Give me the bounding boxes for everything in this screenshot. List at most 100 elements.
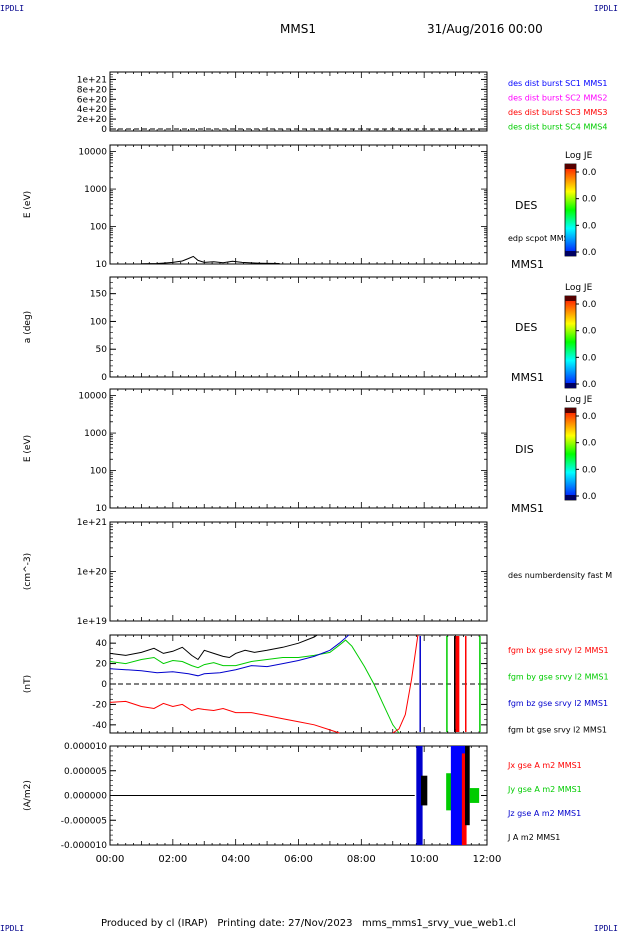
panel-corner-label-p3: MMS1 xyxy=(511,371,544,384)
legend-entry-p6: fgm bt gse srvy l2 MMS1 xyxy=(508,726,607,735)
y-tick-label-p4: 10 xyxy=(96,504,108,514)
legend-entry-p6: fgm bx gse srvy l2 MMS1 xyxy=(508,646,609,655)
colorbar-tick-label-p3: 0.0 xyxy=(582,380,597,390)
burst-line-p6 xyxy=(465,636,467,732)
y-tick-label-p7: -0.000005 xyxy=(61,816,107,826)
y-tick-label-p2: 100 xyxy=(90,223,107,233)
y-tick-label-p4: 1000 xyxy=(84,429,107,439)
y-tick-label-p7: 0.000005 xyxy=(64,767,107,777)
panel-frame-p4 xyxy=(109,388,488,509)
colorbar-tick-label-p3: 0.0 xyxy=(582,353,597,363)
panel-frame-p1 xyxy=(109,71,488,132)
legend-entry-p7: J A m2 MMS1 xyxy=(507,833,560,842)
corner-label-bottom-right: IPDLI xyxy=(593,924,618,933)
colorbar-title-p4: Log JE xyxy=(565,395,593,405)
y-axis-label-p5: (cm^-3) xyxy=(23,553,33,590)
date-title: 31/Aug/2016 00:00 xyxy=(427,22,543,36)
legend-entry-p6: fgm bz gse srvy l2 MMS1 xyxy=(508,699,608,708)
colorbar-top-p2 xyxy=(565,164,576,169)
y-axis-label-p6: (nT) xyxy=(23,675,33,693)
colorbar-tick-label-p2: 0.0 xyxy=(582,221,597,231)
corner-label-top-left: IPDLI xyxy=(0,4,25,13)
field-series-line xyxy=(109,634,318,661)
panel-frame-p5 xyxy=(109,521,488,622)
colorbar-tick-label-p4: 0.0 xyxy=(582,465,597,475)
y-tick-label-p6: 40 xyxy=(96,639,108,649)
y-tick-label-p2: 1000 xyxy=(84,185,107,195)
panel-label-p3: DES xyxy=(515,321,537,334)
y-axis-label-p3: a (deg) xyxy=(23,311,33,343)
y-tick-label-p4: 10000 xyxy=(78,392,107,402)
colorbar-top-p4 xyxy=(565,408,576,413)
colorbar-bottom-p3 xyxy=(565,383,576,388)
current-burst-p7 xyxy=(416,746,423,845)
x-tick-label: 02:00 xyxy=(158,854,187,865)
x-tick-label: 00:00 xyxy=(96,854,125,865)
spacecraft-title: MMS1 xyxy=(280,22,316,36)
panel-frame-p2 xyxy=(109,144,488,265)
y-tick-label-p1: 4e+20 xyxy=(77,105,108,115)
corner-label-top-right: IPDLI xyxy=(593,4,618,13)
y-tick-label-p5: 1e+19 xyxy=(77,617,108,627)
legend-entry-p1: des dist burst SC2 MMS2 xyxy=(508,94,607,103)
y-tick-label-p1: 1e+21 xyxy=(77,75,107,85)
panel-sublabel-p2: edp scpot MMS1 xyxy=(508,234,574,243)
colorbar-p4 xyxy=(564,407,577,501)
colorbar-bottom-p4 xyxy=(565,495,576,500)
y-tick-label-p6: 20 xyxy=(96,660,108,670)
legend-entry-p1: des dist burst SC3 MMS3 xyxy=(508,108,607,117)
y-tick-label-p1: 8e+20 xyxy=(77,85,108,95)
x-tick-label: 06:00 xyxy=(284,854,313,865)
colorbar-p2 xyxy=(564,163,577,257)
series-line-p2 xyxy=(141,255,280,265)
y-tick-label-p5: 1e+20 xyxy=(77,568,108,578)
colorbar-tick-label-p2: 0.0 xyxy=(582,168,597,178)
colorbar-tick-label-p4: 0.0 xyxy=(582,412,597,422)
colorbar-title-p3: Log JE xyxy=(565,283,593,293)
y-tick-label-p1: 2e+20 xyxy=(77,115,108,125)
x-tick-label: 12:00 xyxy=(473,854,502,865)
colorbar-tick-label-p2: 0.0 xyxy=(582,195,597,205)
legend-entry-p1: des dist burst SC1 MMS1 xyxy=(508,79,607,88)
y-tick-label-p7: -0.000010 xyxy=(61,841,107,851)
legend-entry-p5: des numberdensity fast M xyxy=(508,571,612,580)
panel-frame-p3 xyxy=(109,276,488,378)
y-axis-label-p7: (A/m2) xyxy=(23,780,33,811)
current-burst-p7 xyxy=(446,773,453,811)
legend-entry-p6: fgm by gse srvy l2 MMS1 xyxy=(508,673,609,682)
y-tick-label-p4: 100 xyxy=(90,467,107,477)
legend-entry-p7: Jy gse A m2 MMS1 xyxy=(507,785,582,794)
y-axis-label-p2: E (eV) xyxy=(23,191,33,218)
burst-line-p6 xyxy=(454,636,456,732)
burst-line-p6 xyxy=(455,636,460,732)
colorbar-tick-label-p3: 0.0 xyxy=(582,300,597,310)
burst-line-p6 xyxy=(479,636,481,732)
corner-label-bottom-left: IPDLI xyxy=(0,924,25,933)
field-series-line xyxy=(109,700,340,734)
y-tick-label-p2: 10000 xyxy=(78,148,107,158)
y-tick-label-p3: 50 xyxy=(96,345,108,355)
current-burst-p7 xyxy=(421,775,428,806)
colorbar-tick-label-p4: 0.0 xyxy=(582,492,597,502)
y-tick-label-p6: 0 xyxy=(101,680,107,690)
y-tick-label-p7: 0.000010 xyxy=(64,742,107,752)
colorbar-title-p2: Log JE xyxy=(565,151,593,161)
panel-corner-label-p2: MMS1 xyxy=(511,258,544,271)
y-tick-label-p1: 6e+20 xyxy=(77,95,108,105)
legend-entry-p7: Jz gse A m2 MMS1 xyxy=(507,809,581,818)
panel-label-p2: DES xyxy=(515,199,537,212)
legend-entry-p7: Jx gse A m2 MMS1 xyxy=(507,761,582,770)
field-series-line xyxy=(109,639,400,734)
y-tick-label-p6: -20 xyxy=(92,700,107,710)
colorbar-p3 xyxy=(564,295,577,389)
legend-entry-p1: des dist burst SC4 MMS4 xyxy=(508,123,607,132)
burst-line-p6 xyxy=(446,636,448,732)
colorbar-bottom-p2 xyxy=(565,251,576,256)
field-series-line xyxy=(392,634,419,734)
current-burst-p7 xyxy=(461,753,467,845)
current-burst-p7 xyxy=(450,746,466,845)
colorbar-top-p3 xyxy=(565,296,576,301)
y-tick-label-p7: 0.000000 xyxy=(64,792,107,802)
y-tick-label-p5: 1e+21 xyxy=(77,518,107,528)
